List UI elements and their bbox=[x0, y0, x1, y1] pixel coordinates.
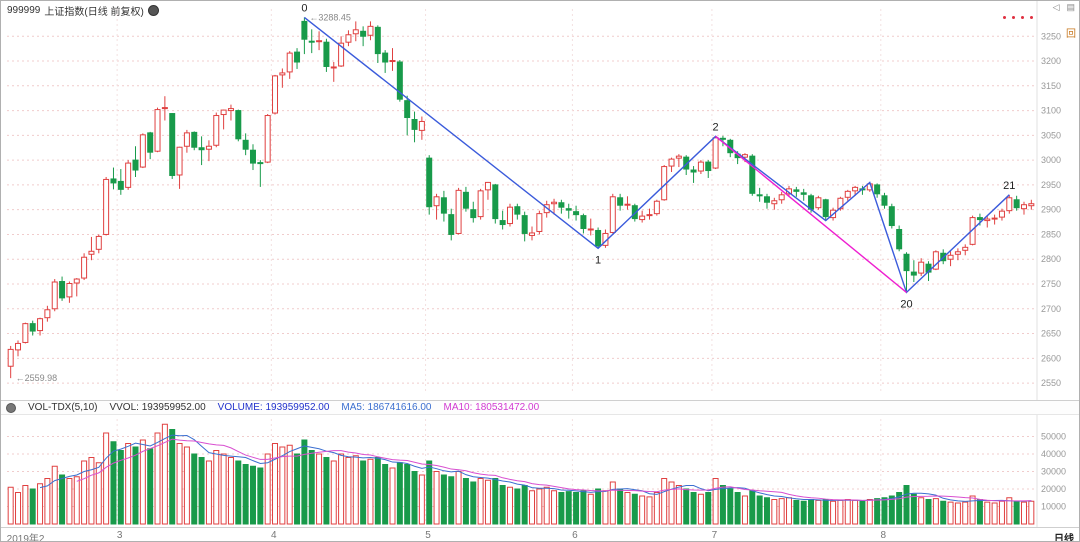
collapse-icon[interactable]: ◁ bbox=[1052, 2, 1060, 12]
info-badge-icon[interactable] bbox=[147, 5, 159, 16]
svg-text:3150: 3150 bbox=[1041, 81, 1061, 91]
volume-value: VOLUME: 193959952.00 bbox=[217, 402, 330, 413]
svg-text:20: 20 bbox=[900, 298, 912, 310]
top-right-toolbar: ◁ ▤ bbox=[1053, 2, 1075, 13]
svg-text:2600: 2600 bbox=[1041, 353, 1061, 363]
svg-text:2700: 2700 bbox=[1041, 304, 1061, 314]
indicator-collapse-icon[interactable] bbox=[6, 402, 16, 413]
x-axis-month-label: 2019年2 bbox=[6, 534, 45, 542]
symbol-name: 上证指数(日线 前复权) bbox=[44, 7, 144, 18]
svg-text:10000: 10000 bbox=[1041, 502, 1066, 512]
svg-text:1: 1 bbox=[595, 254, 601, 266]
volume-chart-canvas[interactable]: 50000 40000 30000 20000 10000 bbox=[1, 415, 1080, 527]
svg-text:2550: 2550 bbox=[1041, 378, 1061, 388]
svg-text:2650: 2650 bbox=[1041, 329, 1061, 339]
panel-icon[interactable]: ▤ bbox=[1066, 2, 1075, 12]
svg-text:3000: 3000 bbox=[1041, 155, 1061, 165]
vvol-value: VVOL: 193959952.00 bbox=[109, 402, 206, 413]
svg-text:3050: 3050 bbox=[1041, 130, 1061, 140]
svg-text:←3288.45: ←3288.45 bbox=[309, 12, 351, 22]
svg-text:3200: 3200 bbox=[1041, 56, 1061, 66]
svg-text:2950: 2950 bbox=[1041, 180, 1061, 190]
red-dot-icon bbox=[1030, 16, 1033, 19]
ma10-value: MA10: 180531472.00 bbox=[443, 402, 540, 413]
svg-text:40000: 40000 bbox=[1041, 449, 1066, 459]
x-axis-month-label: 3 bbox=[116, 530, 123, 541]
return-icon[interactable]: 回 bbox=[1066, 29, 1076, 40]
x-axis-month-label: 7 bbox=[711, 530, 718, 541]
svg-text:21: 21 bbox=[1003, 180, 1015, 192]
svg-text:2: 2 bbox=[713, 121, 719, 133]
drawing-toolbar-dots[interactable] bbox=[1003, 16, 1033, 19]
period-selector[interactable]: 日线 bbox=[1054, 534, 1074, 542]
x-axis: 日线 2019年2 3 4 5 6 7 8 bbox=[1, 527, 1079, 542]
x-axis-month-label: 6 bbox=[572, 530, 578, 541]
svg-text:←2559.98: ←2559.98 bbox=[16, 373, 58, 383]
x-axis-month-label: 4 bbox=[271, 530, 277, 541]
x-axis-month-label: 8 bbox=[880, 530, 887, 541]
svg-text:2750: 2750 bbox=[1041, 279, 1061, 289]
chart-title: 999999 上证指数(日线 前复权) bbox=[7, 3, 159, 18]
svg-text:2800: 2800 bbox=[1041, 254, 1061, 264]
svg-text:30000: 30000 bbox=[1041, 467, 1066, 477]
svg-text:50000: 50000 bbox=[1041, 432, 1066, 442]
red-dot-icon bbox=[1021, 16, 1024, 19]
indicator-name[interactable]: VOL-TDX(5,10) bbox=[28, 402, 98, 413]
red-dot-icon bbox=[1003, 16, 1006, 19]
svg-text:3250: 3250 bbox=[1041, 31, 1061, 41]
symbol-code: 999999 bbox=[7, 5, 41, 16]
indicator-header: VOL-TDX(5,10) VVOL: 193959952.00 VOLUME:… bbox=[1, 400, 1079, 415]
price-chart-canvas[interactable]: 3250 3200 3150 3100 3050 3000 2950 2900 2850 2800… bbox=[1, 1, 1080, 400]
svg-text:0: 0 bbox=[301, 2, 307, 14]
svg-text:2900: 2900 bbox=[1041, 205, 1061, 215]
red-dot-icon bbox=[1012, 16, 1015, 19]
svg-text:3100: 3100 bbox=[1041, 106, 1061, 116]
svg-text:20000: 20000 bbox=[1041, 484, 1066, 494]
ma5-value: MA5: 186741616.00 bbox=[341, 402, 432, 413]
x-axis-month-label: 5 bbox=[425, 530, 431, 541]
svg-text:2850: 2850 bbox=[1041, 229, 1061, 239]
